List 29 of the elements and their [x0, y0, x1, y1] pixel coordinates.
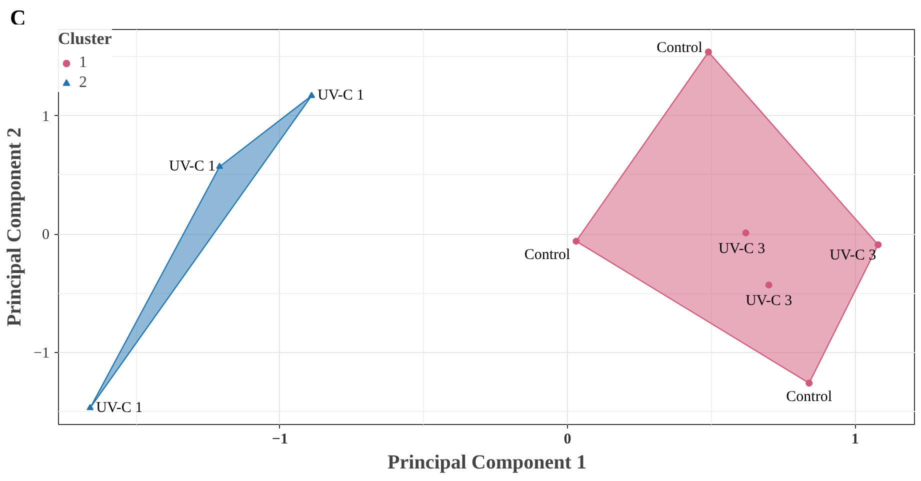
annotation: Control [524, 247, 570, 264]
point [742, 229, 750, 236]
y-tick-label: −1 [34, 345, 50, 362]
point [874, 241, 882, 248]
point [806, 380, 813, 387]
point [308, 92, 316, 98]
annotation: UV-C 1 [96, 400, 143, 416]
annotation: UV-C 3 [746, 292, 792, 309]
x-axis-title: Principal Component 1 [388, 452, 586, 474]
annotation: UV-C 3 [718, 240, 766, 257]
x-tick-label: 1 [851, 432, 859, 448]
annotation: UV-C 1 [169, 158, 216, 175]
legend-label: 2 [79, 74, 88, 92]
x-tick-label: −1 [272, 432, 288, 448]
legend-title: Cluster [58, 29, 112, 49]
annotation: Control [786, 389, 832, 406]
x-tick-label: 0 [564, 432, 572, 448]
annotation: UV-C 3 [830, 248, 876, 264]
y-tick-label: 0 [42, 227, 50, 244]
y-axis-title: Principal Component 2 [4, 128, 26, 326]
annotation: Control [656, 40, 702, 56]
point [216, 162, 224, 169]
point [86, 404, 94, 410]
annotation: UV-C 1 [318, 88, 364, 104]
point [765, 281, 772, 288]
y-tick-label: 1 [42, 108, 50, 125]
point [704, 48, 712, 56]
legend-label: 1 [79, 54, 88, 72]
point [572, 238, 580, 245]
